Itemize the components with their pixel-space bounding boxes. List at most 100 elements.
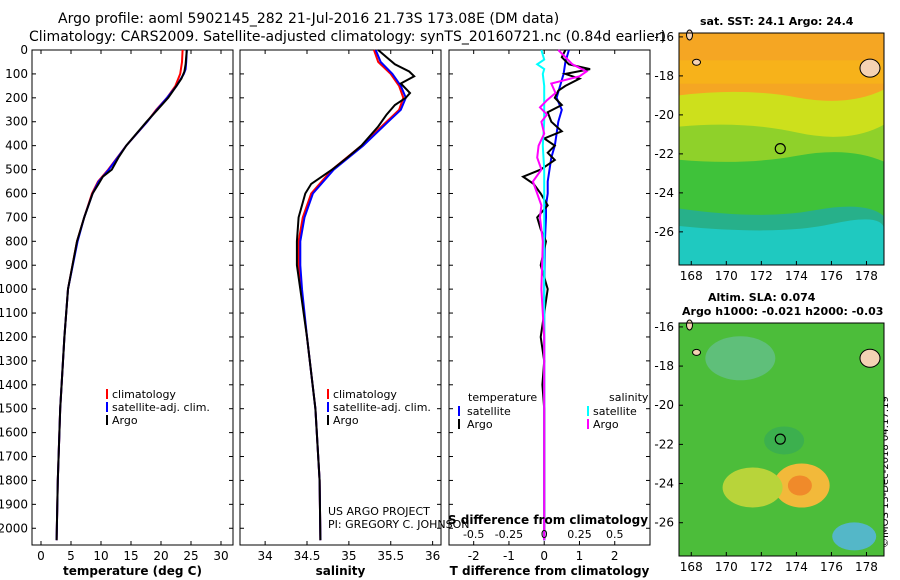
map-y-tick-label: -18 — [654, 359, 674, 373]
sst-band — [679, 60, 884, 84]
map-x-tick-label: 174 — [785, 269, 808, 283]
top-tick-label: 0.25 — [567, 528, 592, 541]
sst-map-frame — [678, 32, 885, 266]
map-x-tick-label: 174 — [785, 560, 808, 574]
map-x-tick-label: 178 — [855, 560, 878, 574]
series-line-climatology — [55, 49, 184, 541]
series-line-satellite-adj-clim- — [55, 49, 188, 541]
y-tick-label: 800 — [5, 234, 28, 248]
map-y-tick-label: -20 — [654, 398, 674, 412]
top-tick-label: 0.5 — [606, 528, 624, 541]
series-line-argo — [55, 49, 188, 541]
series-line-salinity-satellite — [535, 49, 546, 541]
sst-map-field — [679, 29, 884, 266]
series-line-temperature-argo — [520, 49, 591, 541]
y-tick-label: 700 — [5, 210, 28, 224]
legend-entry: satellite — [467, 405, 511, 418]
y-tick-label: 2000 — [0, 521, 28, 535]
panel-frame — [448, 49, 651, 546]
pi-credit: PI: GREGORY C. JOHNSON — [328, 518, 469, 531]
x-tick-label: 5 — [67, 549, 75, 563]
map-y-tick-label: -16 — [654, 30, 674, 44]
sla-low — [705, 336, 776, 381]
legend-entry: satellite — [593, 405, 637, 418]
x-tick-label: 1 — [576, 549, 584, 563]
x-tick-label: 25 — [183, 549, 198, 563]
x-tick-label: 20 — [153, 549, 168, 563]
island-vanuatu-north — [686, 319, 694, 331]
series-line-salinity-argo — [531, 49, 589, 541]
map-x-tick-label: 172 — [750, 560, 773, 574]
panel-frame — [31, 49, 234, 546]
title-line-2: Climatology: CARS2009. Satellite-adjuste… — [29, 29, 667, 45]
legend-entry: satellite-adj. clim. — [333, 401, 431, 414]
series-line-argo — [295, 49, 416, 541]
x-axis-label: temperature (deg C) — [63, 564, 202, 578]
y-tick-label: 1500 — [0, 402, 28, 416]
map-y-tick-label: -16 — [654, 320, 674, 334]
panel-frame — [239, 49, 442, 546]
map-x-tick-label: 168 — [680, 269, 703, 283]
legend-entry: Argo — [112, 414, 138, 427]
argo-position-marker — [774, 143, 786, 155]
legend-entry: Argo — [593, 418, 619, 431]
y-tick-label: 0 — [20, 43, 28, 57]
y-tick-label: 900 — [5, 258, 28, 272]
sla-map-field — [679, 319, 884, 556]
y-tick-label: 1000 — [0, 282, 28, 296]
legend-entry: Argo — [467, 418, 493, 431]
y-tick-label: 500 — [5, 163, 28, 177]
x-tick-label: 34.5 — [294, 549, 321, 563]
y-tick-label: 1300 — [0, 354, 28, 368]
y-tick-label: 1700 — [0, 450, 28, 464]
sla-low-center — [764, 426, 805, 455]
y-tick-label: 1100 — [0, 306, 28, 320]
x-tick-label: 35.5 — [377, 549, 404, 563]
map-x-tick-label: 176 — [820, 560, 843, 574]
map-x-tick-label: 176 — [820, 269, 843, 283]
island-vanuatu-north — [686, 29, 694, 41]
y-tick-label: 1800 — [0, 473, 28, 487]
y-tick-label: 1400 — [0, 378, 28, 392]
map-x-tick-label: 170 — [715, 560, 738, 574]
legend-entry: climatology — [112, 388, 176, 401]
map-y-tick-label: -24 — [654, 186, 674, 200]
sla-low-se — [832, 522, 877, 551]
series-line-satellite-adj-clim- — [299, 49, 407, 541]
island-fiji — [859, 348, 881, 368]
x-tick-label: 10 — [93, 549, 108, 563]
y-tick-label: 1600 — [0, 426, 28, 440]
x-tick-label: -2 — [468, 549, 480, 563]
map-x-tick-label: 178 — [855, 269, 878, 283]
x-tick-label: 34 — [257, 549, 272, 563]
title-line-1: Argo profile: aoml 5902145_282 21-Jul-20… — [58, 11, 560, 27]
island-vanuatu — [692, 58, 702, 66]
sla-map-frame — [678, 322, 885, 557]
x-tick-label: 0 — [37, 549, 45, 563]
top-tick-label: -0.5 — [463, 528, 484, 541]
x-tick-label: 35 — [341, 549, 356, 563]
x-tick-label: 30 — [213, 549, 228, 563]
map-y-tick-label: -22 — [654, 147, 674, 161]
x-tick-label: 15 — [123, 549, 138, 563]
legend-header-temperature: temperature — [468, 391, 537, 404]
y-tick-label: 300 — [5, 115, 28, 129]
map-y-tick-label: -22 — [654, 437, 674, 451]
height-anomaly-label: Argo h1000: -0.021 h2000: -0.03 — [682, 305, 884, 318]
y-tick-label: 1200 — [0, 330, 28, 344]
series-line-temperature-satellite — [543, 49, 570, 541]
map-y-tick-label: -20 — [654, 108, 674, 122]
legend-header-salinity: salinity — [609, 391, 649, 404]
x-tick-label: 2 — [611, 549, 619, 563]
x-axis-label: salinity — [316, 564, 366, 578]
map-y-tick-label: -24 — [654, 477, 674, 491]
legend-entry: satellite-adj. clim. — [112, 401, 210, 414]
x-tick-label: 36 — [425, 549, 440, 563]
y-tick-label: 600 — [5, 186, 28, 200]
map-x-tick-label: 170 — [715, 269, 738, 283]
x-tick-label: -1 — [503, 549, 515, 563]
island-fiji — [859, 58, 881, 78]
legend-entry: climatology — [333, 388, 397, 401]
project-credit: US ARGO PROJECT — [328, 505, 430, 518]
